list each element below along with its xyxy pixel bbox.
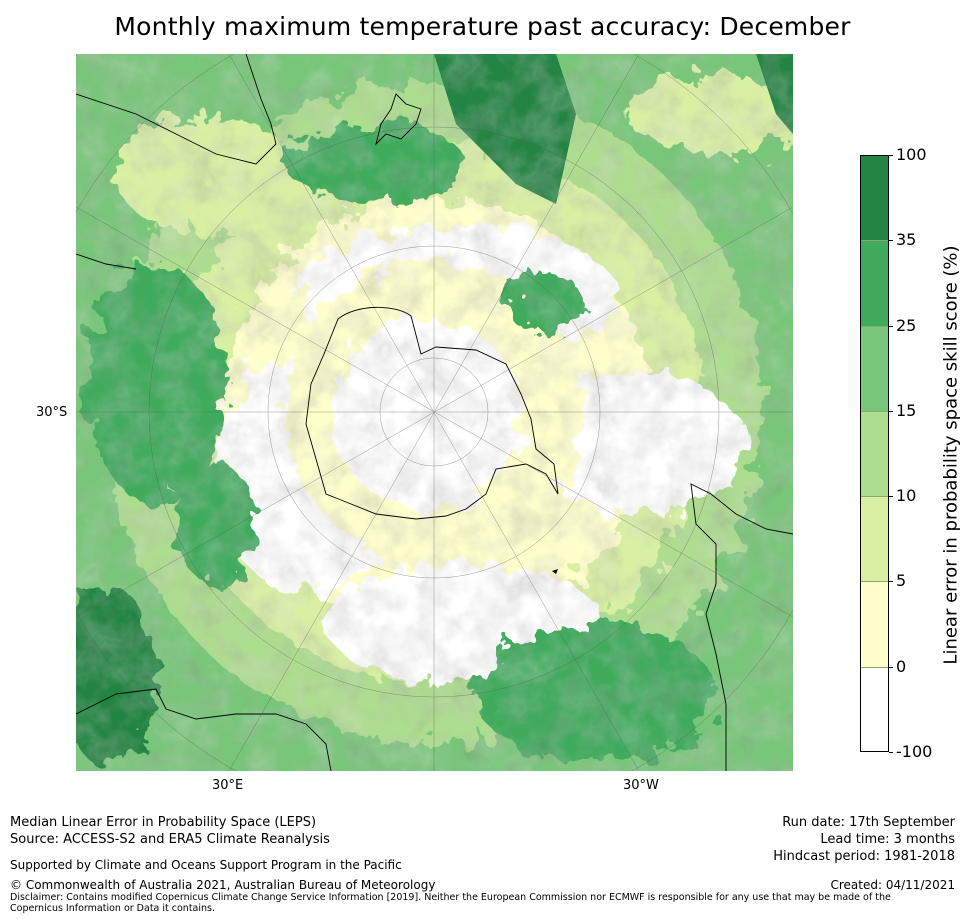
colorbar-tickmark	[889, 155, 893, 156]
lead-time: Lead time: 3 months	[820, 832, 955, 847]
colorbar-bin	[860, 666, 889, 752]
run-date: Run date: 17th September	[782, 815, 955, 830]
footer-copyright: © Commonwealth of Australia 2021, Austra…	[10, 878, 436, 892]
australia-coastline	[76, 54, 277, 165]
colorbar-tick-label: -100	[896, 742, 933, 761]
footer-method: Median Linear Error in Probability Space…	[10, 815, 317, 830]
africa-coastline	[76, 688, 332, 771]
antarctica-coastline	[305, 306, 559, 520]
new-zealand-coastline	[375, 93, 422, 146]
colorbar-tick-label: 10	[896, 486, 917, 506]
lon-label-30w: 30°W	[623, 778, 659, 793]
colorbar-tickmark	[889, 496, 893, 498]
colorbar-bin	[860, 240, 889, 326]
created-date: Created: 04/11/2021	[830, 878, 955, 892]
colorbar-bin	[860, 155, 889, 241]
colorbar-tickmark	[889, 325, 893, 327]
lon-label-30e: 30°E	[212, 778, 244, 793]
footer-source: Source: ACCESS-S2 and ERA5 Climate Reana…	[10, 832, 330, 847]
colorbar-bin	[860, 581, 889, 667]
colorbar-bin	[860, 496, 889, 582]
colorbar-tickmark	[889, 240, 893, 242]
hindcast-period: Hindcast period: 1981-2018	[773, 849, 955, 864]
falklands	[552, 569, 558, 574]
colorbar-tick-label: 100	[896, 145, 927, 164]
colorbar-tickmark	[889, 752, 893, 753]
footer-disclaimer: Disclaimer: Contains modified Copernicus…	[10, 892, 891, 914]
south-america-coastline	[690, 483, 793, 771]
colorbar-tick-label: 0	[896, 656, 907, 676]
colorbar-tick-label: 15	[896, 400, 917, 420]
polar-map	[76, 54, 793, 771]
colorbar-tick-label: 5	[896, 571, 907, 591]
graticule	[76, 54, 793, 771]
footer-support: Supported by Climate and Oceans Support …	[10, 858, 402, 872]
colorbar-tickmark	[889, 581, 893, 583]
colorbar-tickmark	[889, 410, 893, 412]
colorbar-tickmark	[889, 666, 893, 668]
colorbar	[860, 155, 889, 752]
map-panel[interactable]	[76, 54, 793, 771]
chart-title: Monthly maximum temperature past accurac…	[114, 12, 851, 41]
colorbar-bin	[860, 410, 889, 497]
lat-label-30s: 30°S	[36, 405, 68, 420]
colorbar-label: Linear error in probability space skill …	[940, 245, 962, 665]
colorbar-tick-label: 25	[896, 315, 917, 335]
texture	[76, 54, 793, 771]
colorbar-tick-label: 35	[896, 230, 917, 250]
colorbar-bin	[860, 325, 889, 411]
